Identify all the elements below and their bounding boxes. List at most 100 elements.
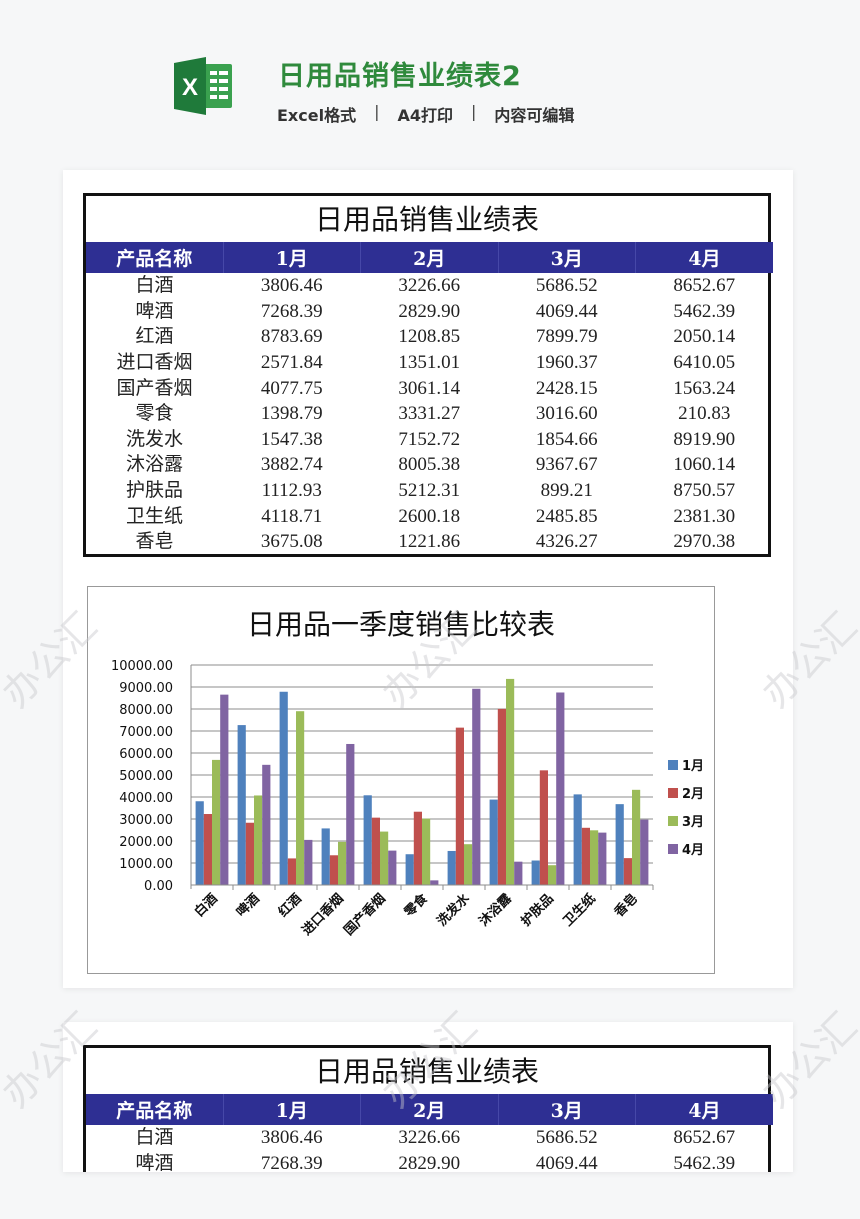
column-header: 1月 bbox=[223, 242, 361, 273]
sales-value-cell: 5462.39 bbox=[673, 1152, 736, 1172]
sales-value-cell: 1960.37 bbox=[535, 352, 598, 374]
sales-value-cell: 2050.14 bbox=[673, 326, 736, 348]
bar bbox=[548, 865, 557, 885]
y-tick-label: 10000.00 bbox=[111, 659, 173, 674]
legend-swatch bbox=[668, 760, 678, 770]
bar bbox=[262, 764, 271, 885]
bar bbox=[447, 850, 456, 885]
table-row: 沐浴露 3882.74 8005.38 9367.67 1060.14 bbox=[86, 452, 773, 478]
bar bbox=[632, 789, 641, 885]
sales-value-cell: 5212.31 bbox=[398, 480, 461, 502]
x-category-label: 护肤品 bbox=[518, 891, 557, 930]
legend-label: 4月 bbox=[682, 843, 704, 858]
sheet-title: 日用品销售业绩表 bbox=[314, 203, 539, 236]
product-name-cell: 国产香烟 bbox=[116, 377, 193, 399]
sales-value-cell: 8652.67 bbox=[673, 275, 736, 297]
bar bbox=[514, 861, 523, 885]
sales-value-cell: 2428.15 bbox=[535, 377, 598, 399]
tag-format: Excel格式 bbox=[277, 106, 357, 125]
sales-value-cell: 5686.52 bbox=[535, 1127, 598, 1149]
sales-value-cell: 3806.46 bbox=[260, 275, 323, 297]
sales-value-cell: 2600.18 bbox=[398, 505, 461, 527]
y-tick-label: 0.00 bbox=[144, 879, 173, 894]
preview-page-1: 日用品销售业绩表 产品名称 1月 2月 3月 4月 白酒 3806.46 3226.… bbox=[63, 170, 793, 988]
bar bbox=[329, 855, 338, 885]
table-row: 进口香烟 2571.84 1351.01 1960.37 6410.05 bbox=[86, 350, 773, 376]
bar bbox=[422, 818, 431, 885]
bar bbox=[212, 759, 221, 885]
product-name-cell: 香皂 bbox=[135, 531, 174, 553]
bar bbox=[203, 814, 212, 885]
chart-title: 日用品一季度销售比较表 bbox=[246, 608, 555, 641]
sales-value-cell: 7899.79 bbox=[535, 326, 598, 348]
legend-label: 2月 bbox=[682, 787, 704, 802]
y-tick-label: 8000.00 bbox=[119, 703, 173, 718]
table-row: 洗发水 1547.38 7152.72 1854.66 8919.90 bbox=[86, 427, 773, 453]
preview-page-2: 日用品销售业绩表 产品名称 1月 2月 3月 4月 白酒 3806.46 3226.… bbox=[63, 1022, 793, 1172]
product-name-cell: 进口香烟 bbox=[116, 352, 193, 374]
sales-value-cell: 1112.93 bbox=[261, 480, 322, 502]
sales-value-cell: 899.21 bbox=[540, 480, 593, 502]
sales-value-cell: 4069.44 bbox=[535, 1152, 598, 1172]
bar bbox=[489, 799, 498, 885]
column-header: 产品名称 bbox=[86, 242, 224, 273]
x-category-label: 卫生纸 bbox=[560, 891, 599, 930]
table-row: 国产香烟 4077.75 3061.14 2428.15 1563.24 bbox=[86, 375, 773, 401]
sales-value-cell: 3331.27 bbox=[398, 403, 461, 425]
y-tick-label: 5000.00 bbox=[119, 769, 173, 784]
product-name-cell: 啤酒 bbox=[135, 1152, 174, 1172]
sales-value-cell: 2381.30 bbox=[673, 505, 736, 527]
sheet-title: 日用品销售业绩表 bbox=[314, 1055, 539, 1088]
bar bbox=[287, 858, 296, 885]
sales-value-cell: 3226.66 bbox=[398, 1127, 461, 1149]
sales-value-cell: 1060.14 bbox=[673, 454, 736, 476]
product-name-cell: 沐浴露 bbox=[125, 454, 183, 476]
sales-value-cell: 3806.46 bbox=[260, 1127, 323, 1149]
sales-value-cell: 8783.69 bbox=[260, 326, 323, 348]
x-category-label: 啤酒 bbox=[233, 891, 263, 921]
bar bbox=[573, 794, 582, 885]
sales-value-cell: 3226.66 bbox=[398, 275, 461, 297]
sales-value-cell: 1547.38 bbox=[260, 428, 323, 450]
table-row: 零食 1398.79 3331.27 3016.60 210.83 bbox=[86, 401, 773, 427]
sales-value-cell: 1208.85 bbox=[398, 326, 461, 348]
tag-print: A4打印 bbox=[397, 106, 453, 125]
bar bbox=[581, 827, 590, 885]
product-name-cell: 白酒 bbox=[135, 1127, 174, 1149]
bar bbox=[464, 844, 473, 885]
bar bbox=[413, 811, 422, 885]
page-title: 日用品销售业绩表2 bbox=[278, 61, 522, 92]
sales-value-cell: 5462.39 bbox=[673, 300, 736, 322]
feature-tags: Excel格式 | A4打印 | 内容可编辑 bbox=[277, 102, 574, 126]
bar bbox=[380, 831, 389, 885]
product-name-cell: 白酒 bbox=[135, 275, 174, 297]
y-tick-label: 6000.00 bbox=[119, 747, 173, 762]
bar bbox=[455, 727, 464, 885]
sales-value-cell: 8652.67 bbox=[673, 1127, 736, 1149]
legend-swatch bbox=[668, 788, 678, 798]
bar bbox=[615, 804, 624, 885]
sales-value-cell: 2829.90 bbox=[398, 1152, 461, 1172]
x-category-label: 沐浴露 bbox=[476, 890, 516, 930]
x-category-label: 白酒 bbox=[191, 891, 221, 921]
bar bbox=[245, 822, 254, 885]
sales-value-cell: 3882.74 bbox=[260, 454, 323, 476]
table-row: 护肤品 1112.93 5212.31 899.21 8750.57 bbox=[86, 478, 773, 504]
bar bbox=[321, 828, 330, 885]
column-header: 产品名称 bbox=[86, 1094, 224, 1125]
bar bbox=[556, 692, 565, 885]
legend-swatch bbox=[668, 816, 678, 826]
bar bbox=[598, 832, 607, 885]
product-name-cell: 护肤品 bbox=[125, 480, 183, 502]
column-header: 3月 bbox=[498, 242, 636, 273]
sales-table: 产品名称 1月 2月 3月 4月 白酒 3806.46 3226.66 5686.52… bbox=[86, 242, 773, 555]
sales-value-cell: 4118.71 bbox=[261, 505, 323, 527]
column-header: 3月 bbox=[498, 1094, 636, 1125]
table-header-row: 产品名称 1月 2月 3月 4月 bbox=[86, 242, 773, 273]
bar bbox=[472, 688, 481, 885]
x-category-label: 红酒 bbox=[275, 891, 305, 921]
bar bbox=[497, 708, 506, 885]
bar bbox=[338, 841, 347, 885]
table-row: 白酒 3806.46 3226.66 5686.52 8652.67 bbox=[86, 1125, 773, 1151]
bar bbox=[195, 801, 204, 885]
